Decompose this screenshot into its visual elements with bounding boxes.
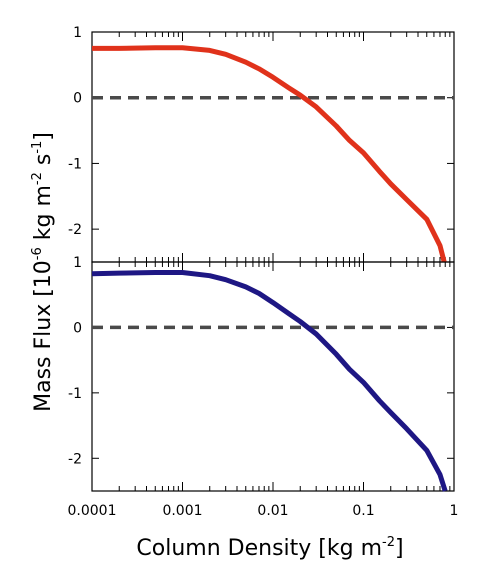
x-tick-label: 0.001 xyxy=(162,503,202,519)
y-tick-label: -2 xyxy=(68,451,82,467)
series-line xyxy=(91,270,448,492)
y-tick-label: 1 xyxy=(73,255,82,271)
plot-frame xyxy=(91,31,455,263)
y-tick-label: 0 xyxy=(73,320,82,336)
y-axis-title: Mass Flux [10-6 kg m-2 s-1] xyxy=(30,132,56,412)
x-tick-label: 0.01 xyxy=(257,503,288,519)
x-tick-label: 0.0001 xyxy=(68,503,117,519)
y-tick-label: 1 xyxy=(73,25,82,41)
y-tick-label: -2 xyxy=(68,222,82,238)
x-tick-label: 0.1 xyxy=(352,503,374,519)
plot-frame xyxy=(91,261,455,492)
y-tick-label: 0 xyxy=(73,91,82,107)
top-panel: 1 0 -1 -2 xyxy=(68,25,455,263)
x-axis-title: Column Density [kg m-2] xyxy=(136,535,403,561)
series-line xyxy=(92,45,447,263)
y-tick-label: -1 xyxy=(68,156,82,172)
bottom-panel: 1 0 -1 -2 0.0001 0.001 0.01 0.1 1 xyxy=(68,255,459,519)
x-tick-label: 1 xyxy=(450,503,459,519)
y-tick-label: -1 xyxy=(68,386,82,402)
